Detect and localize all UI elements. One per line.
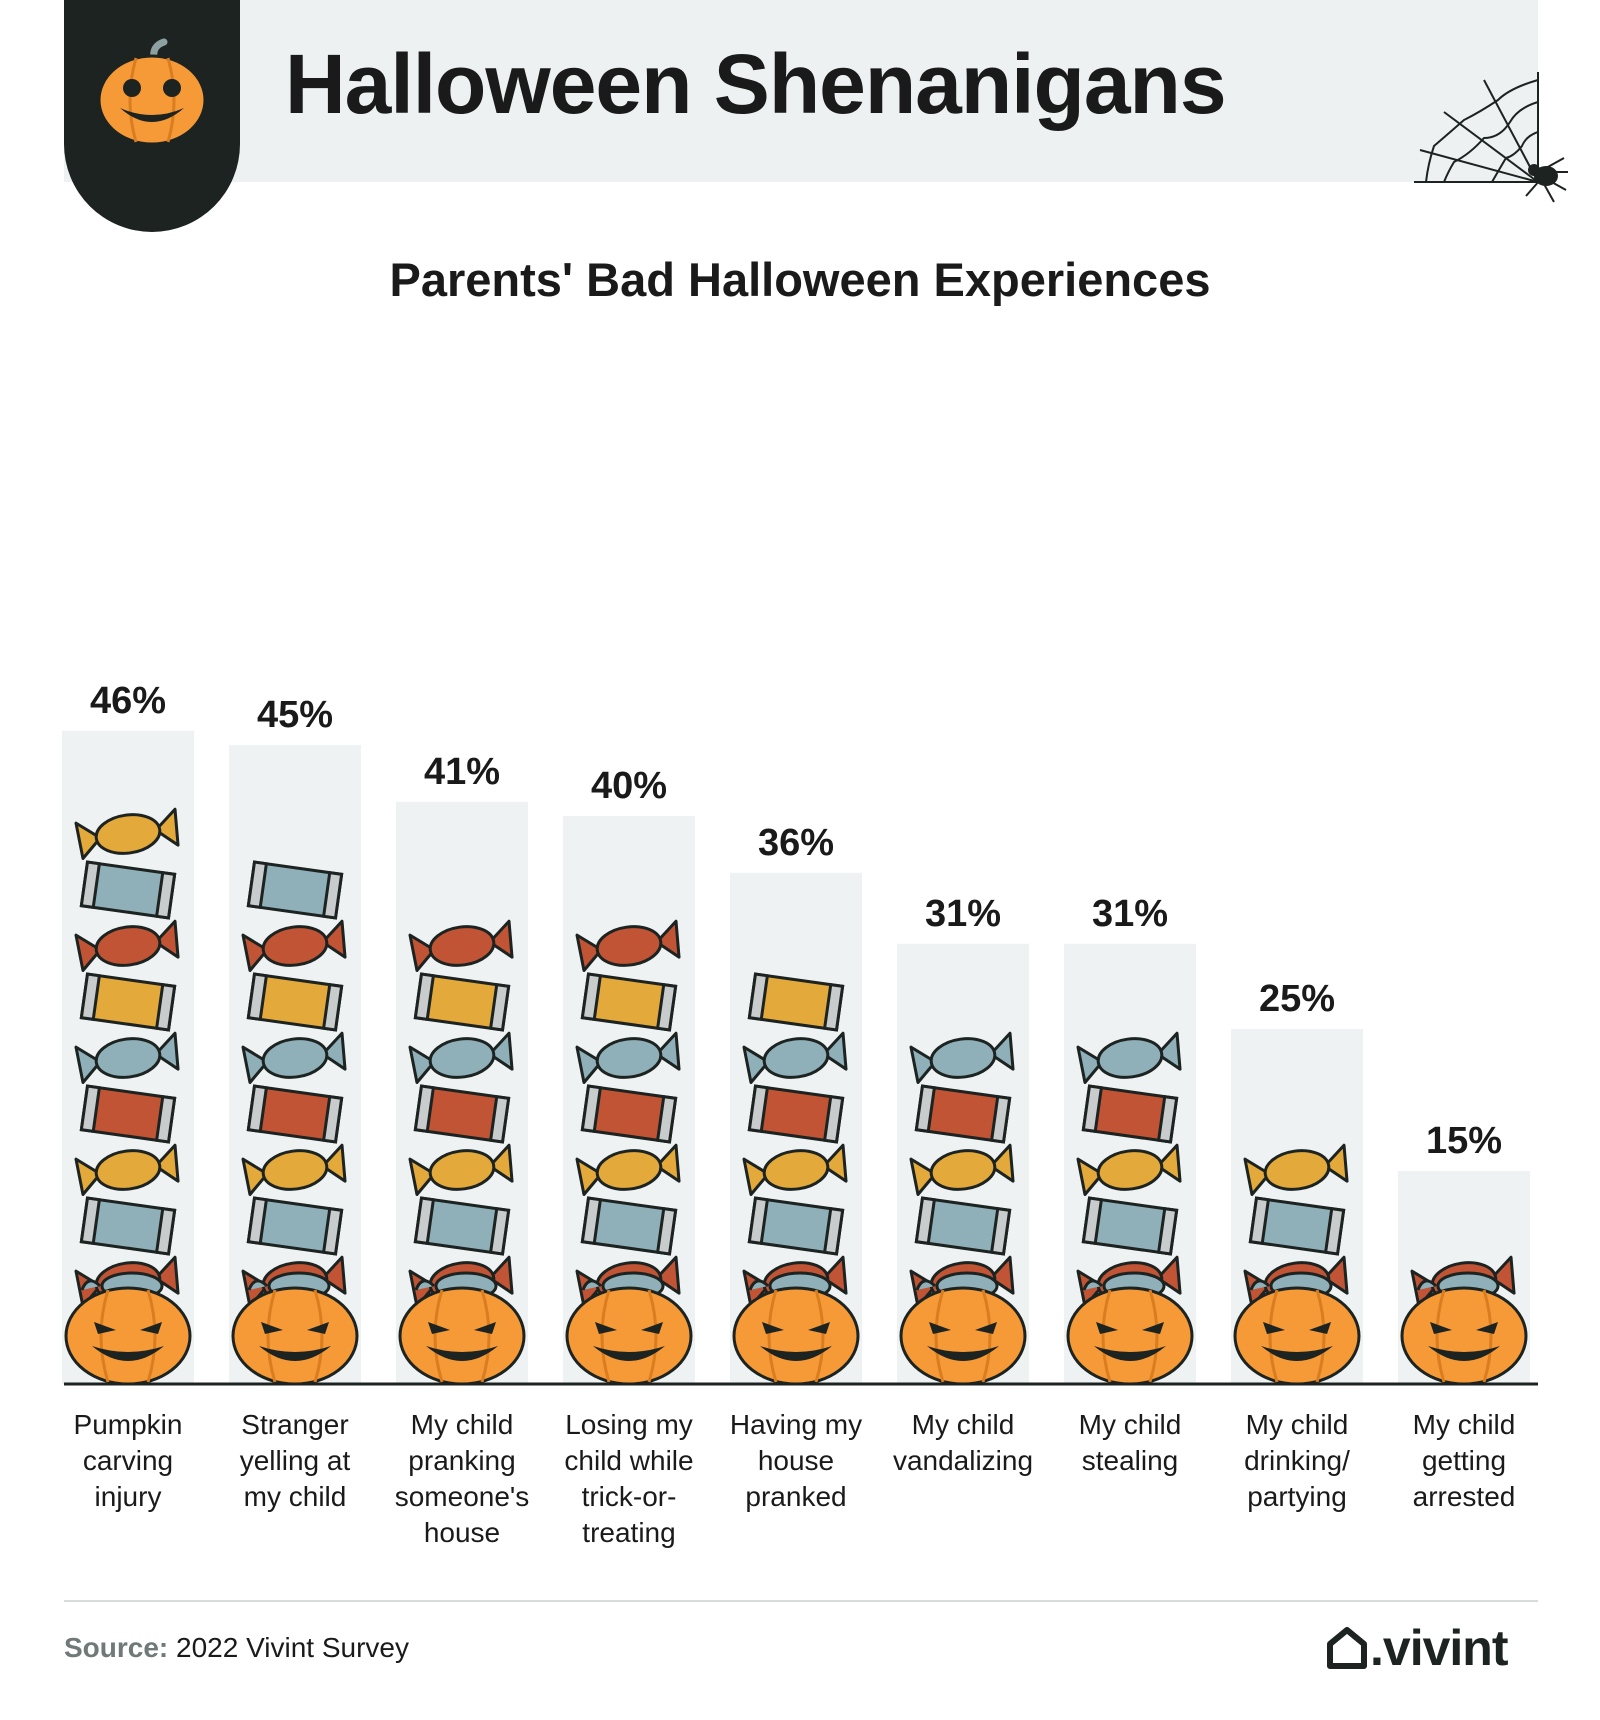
value-label: 46% [90, 680, 166, 722]
value-label: 31% [1092, 893, 1168, 935]
category-label: Stranger yelling at my child [240, 1409, 351, 1512]
candy-bar-icon [79, 972, 177, 1032]
candy-bar-icon [246, 860, 344, 920]
spiderweb-icon [1414, 72, 1568, 203]
wrapped-candy-icon [575, 919, 681, 973]
wrapped-candy-icon [408, 1143, 514, 1197]
candy-bar-icon [413, 972, 511, 1032]
candy-bar-icon [79, 1196, 177, 1256]
value-label: 36% [758, 822, 834, 864]
jack-o-lantern-bucket-icon [732, 1271, 860, 1386]
wrapped-candy-icon [74, 919, 180, 973]
candy-bar-icon [580, 972, 678, 1032]
wrapped-candy-icon [74, 1143, 180, 1197]
category-label: Pumpkin carving injury [74, 1409, 183, 1512]
candy-bar-icon [1081, 1084, 1179, 1144]
value-label: 25% [1259, 978, 1335, 1020]
header-bar [64, 0, 1538, 182]
category-label: My child stealing [1079, 1409, 1182, 1476]
category-label: Losing my child while trick-or-treating [564, 1409, 693, 1548]
wrapped-candy-icon [909, 1143, 1015, 1197]
wrapped-candy-icon [1076, 1143, 1182, 1197]
wrapped-candy-icon [575, 1143, 681, 1197]
category-label: Having my house pranked [730, 1409, 862, 1512]
candy-bar-icon [914, 1196, 1012, 1256]
wrapped-candy-icon [1076, 1031, 1182, 1085]
jack-o-lantern-bucket-icon [565, 1271, 693, 1386]
candy-bar-icon [413, 1084, 511, 1144]
jack-o-lantern-icon [97, 38, 207, 146]
wrapped-candy-icon [909, 1031, 1015, 1085]
wrapped-candy-icon [241, 919, 347, 973]
wrapped-candy-icon [575, 1031, 681, 1085]
wrapped-candy-icon [241, 1143, 347, 1197]
jack-o-lantern-bucket-icon [1066, 1271, 1194, 1386]
wrapped-candy-icon [74, 1031, 180, 1085]
candy-bar-icon [246, 1196, 344, 1256]
chart-title: Parents' Bad Halloween Experiences [389, 253, 1211, 306]
source-text: 2022 Vivint Survey [168, 1632, 409, 1663]
logo-tab [64, 0, 240, 232]
wrapped-candy-icon [408, 919, 514, 973]
candy-bar-icon [246, 1084, 344, 1144]
candy-bar-icon [747, 972, 845, 1032]
candy-bar-icon [580, 1084, 678, 1144]
wrapped-candy-icon [241, 1031, 347, 1085]
candy-bar-icon [413, 1196, 511, 1256]
footer-divider [64, 1600, 1538, 1602]
category-label: My child getting arrested [1413, 1409, 1516, 1512]
page-title: Halloween Shenanigans [285, 37, 1227, 131]
value-label: 15% [1426, 1120, 1502, 1162]
category-label: My child pranking someone's house [395, 1409, 530, 1548]
candy-bar-icon [747, 1196, 845, 1256]
category-label: My child drinking/partying [1244, 1409, 1350, 1512]
candy-bar-icon [580, 1196, 678, 1256]
bar-chart: 46% Pumpkin carving injury 45% Stranger yellin… [62, 680, 1538, 1548]
candy-bar-icon [1248, 1196, 1346, 1256]
jack-o-lantern-bucket-icon [1400, 1271, 1528, 1386]
jack-o-lantern-bucket-icon [899, 1271, 1027, 1386]
source-label: Source: [64, 1632, 169, 1663]
value-label: 40% [591, 765, 667, 807]
candy-bar-icon [747, 1084, 845, 1144]
wrapped-candy-icon [1243, 1143, 1349, 1197]
candy-bar-icon [246, 972, 344, 1032]
wrapped-candy-icon [408, 1031, 514, 1085]
category-label: My child vandalizing [893, 1409, 1033, 1476]
brand-logo: .vivint [1326, 1618, 1526, 1678]
house-icon [1327, 1627, 1367, 1669]
candy-bar-icon [79, 860, 177, 920]
brand-name: .vivint [1370, 1620, 1508, 1676]
wrapped-candy-icon [742, 1031, 848, 1085]
candy-bar-icon [1081, 1196, 1179, 1256]
value-label: 41% [424, 751, 500, 793]
candy-bar-icon [914, 1084, 1012, 1144]
source-note: Source: 2022 Vivint Survey [64, 1632, 409, 1664]
wrapped-candy-icon [742, 1143, 848, 1197]
wrapped-candy-icon [74, 807, 180, 861]
value-label: 31% [925, 893, 1001, 935]
candy-bar-icon [79, 1084, 177, 1144]
value-label: 45% [257, 694, 333, 736]
